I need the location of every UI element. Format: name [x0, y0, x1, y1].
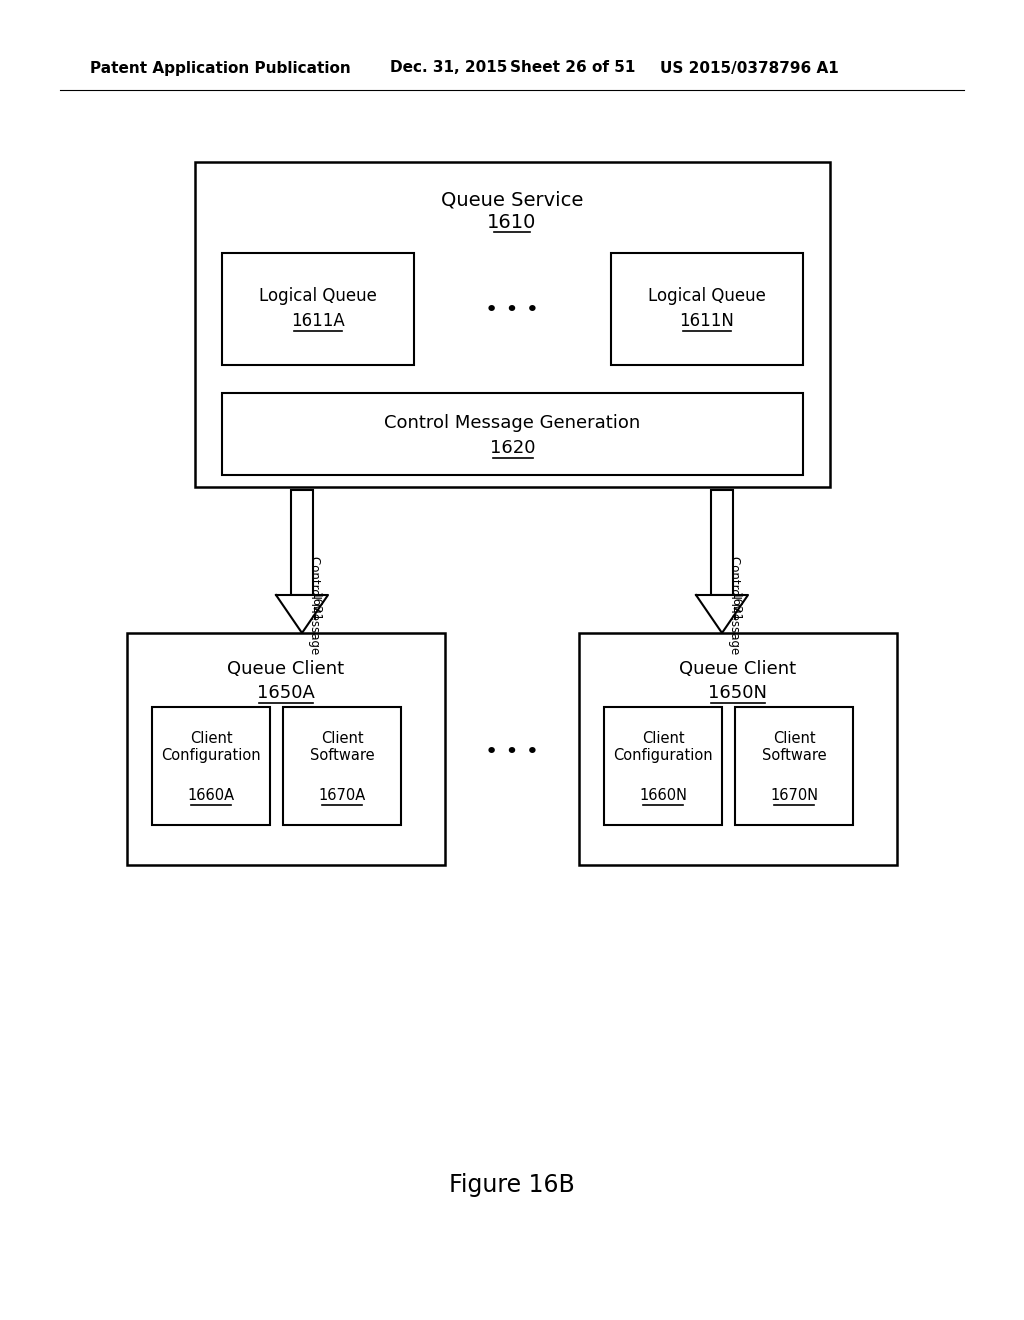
Text: 1650N: 1650N — [709, 684, 768, 702]
Text: US 2015/0378796 A1: US 2015/0378796 A1 — [660, 61, 839, 75]
Text: Sheet 26 of 51: Sheet 26 of 51 — [510, 61, 635, 75]
FancyBboxPatch shape — [152, 708, 270, 825]
Text: Logical Queue: Logical Queue — [648, 286, 766, 305]
Text: 1611N: 1611N — [680, 312, 734, 330]
FancyBboxPatch shape — [711, 490, 733, 595]
Text: 1621: 1621 — [308, 591, 322, 622]
Text: Client
Software: Client Software — [309, 731, 375, 763]
FancyBboxPatch shape — [222, 393, 803, 475]
FancyBboxPatch shape — [291, 490, 313, 595]
Text: 1660N: 1660N — [639, 788, 687, 803]
Text: 1610: 1610 — [487, 213, 537, 231]
Text: Queue Service: Queue Service — [440, 190, 584, 210]
Text: Control Message Generation: Control Message Generation — [384, 414, 641, 432]
FancyBboxPatch shape — [222, 253, 414, 366]
Text: 1660A: 1660A — [187, 788, 234, 803]
FancyBboxPatch shape — [611, 253, 803, 366]
Text: Client
Software: Client Software — [762, 731, 826, 763]
Text: Client
Configuration: Client Configuration — [161, 731, 261, 763]
FancyBboxPatch shape — [127, 634, 445, 865]
FancyBboxPatch shape — [604, 708, 722, 825]
Polygon shape — [696, 595, 748, 634]
FancyBboxPatch shape — [195, 162, 830, 487]
Text: Control Message: Control Message — [728, 557, 741, 655]
Text: Client
Configuration: Client Configuration — [613, 731, 713, 763]
Text: Patent Application Publication: Patent Application Publication — [90, 61, 351, 75]
Text: Dec. 31, 2015: Dec. 31, 2015 — [390, 61, 507, 75]
Text: 1670N: 1670N — [770, 788, 818, 803]
Text: 1620: 1620 — [489, 440, 536, 457]
Text: 1670A: 1670A — [318, 788, 366, 803]
FancyBboxPatch shape — [579, 634, 897, 865]
Text: 1611A: 1611A — [291, 312, 345, 330]
Text: • • •: • • • — [485, 300, 539, 319]
Text: Figure 16B: Figure 16B — [450, 1173, 574, 1197]
Text: Control Message: Control Message — [308, 557, 322, 655]
Text: 1621: 1621 — [728, 591, 741, 622]
FancyBboxPatch shape — [283, 708, 401, 825]
Text: 1650A: 1650A — [257, 684, 315, 702]
Text: Queue Client: Queue Client — [680, 660, 797, 678]
Text: • • •: • • • — [485, 742, 539, 762]
Text: Logical Queue: Logical Queue — [259, 286, 377, 305]
Text: Queue Client: Queue Client — [227, 660, 344, 678]
Polygon shape — [276, 595, 328, 634]
FancyBboxPatch shape — [735, 708, 853, 825]
